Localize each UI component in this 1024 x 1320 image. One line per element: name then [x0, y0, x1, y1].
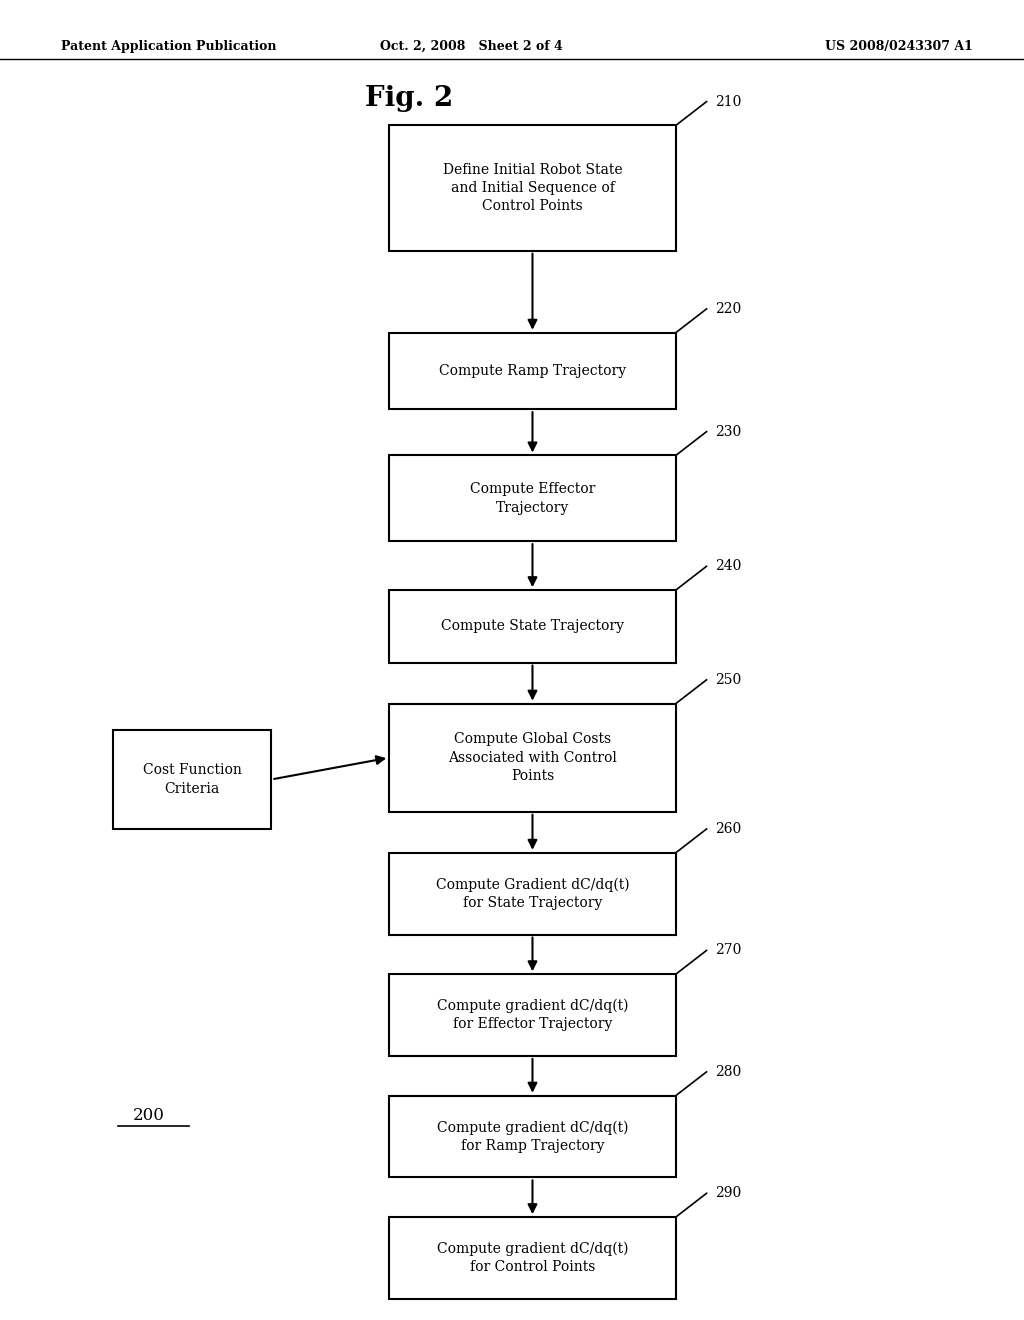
- Text: US 2008/0243307 A1: US 2008/0243307 A1: [825, 40, 973, 53]
- Text: 270: 270: [715, 944, 741, 957]
- FancyBboxPatch shape: [389, 704, 676, 812]
- Text: 260: 260: [715, 822, 741, 836]
- Text: Compute State Trajectory: Compute State Trajectory: [441, 619, 624, 634]
- FancyBboxPatch shape: [389, 333, 676, 409]
- FancyBboxPatch shape: [389, 1096, 676, 1177]
- Text: Compute Ramp Trajectory: Compute Ramp Trajectory: [439, 364, 626, 378]
- Text: 240: 240: [715, 560, 741, 573]
- Text: 250: 250: [715, 673, 741, 686]
- FancyBboxPatch shape: [389, 455, 676, 541]
- Text: 230: 230: [715, 425, 741, 438]
- Text: Fig. 2: Fig. 2: [366, 86, 454, 112]
- FancyBboxPatch shape: [389, 125, 676, 251]
- FancyBboxPatch shape: [389, 590, 676, 663]
- Text: 280: 280: [715, 1065, 741, 1078]
- FancyBboxPatch shape: [389, 974, 676, 1056]
- Text: Compute Global Costs
Associated with Control
Points: Compute Global Costs Associated with Con…: [449, 733, 616, 783]
- Text: Compute Effector
Trajectory: Compute Effector Trajectory: [470, 482, 595, 515]
- Text: Compute gradient dC/dq(t)
for Control Points: Compute gradient dC/dq(t) for Control Po…: [436, 1242, 629, 1274]
- Text: Cost Function
Criteria: Cost Function Criteria: [142, 763, 242, 796]
- Text: Oct. 2, 2008   Sheet 2 of 4: Oct. 2, 2008 Sheet 2 of 4: [380, 40, 562, 53]
- FancyBboxPatch shape: [389, 1217, 676, 1299]
- Text: Compute Gradient dC/dq(t)
for State Trajectory: Compute Gradient dC/dq(t) for State Traj…: [435, 878, 630, 909]
- Text: 200: 200: [132, 1107, 165, 1123]
- Text: Compute gradient dC/dq(t)
for Ramp Trajectory: Compute gradient dC/dq(t) for Ramp Traje…: [436, 1121, 629, 1152]
- Text: Patent Application Publication: Patent Application Publication: [61, 40, 276, 53]
- Text: Define Initial Robot State
and Initial Sequence of
Control Points: Define Initial Robot State and Initial S…: [442, 162, 623, 214]
- Text: Compute gradient dC/dq(t)
for Effector Trajectory: Compute gradient dC/dq(t) for Effector T…: [436, 999, 629, 1031]
- FancyBboxPatch shape: [113, 730, 271, 829]
- Text: 290: 290: [715, 1187, 741, 1200]
- FancyBboxPatch shape: [389, 853, 676, 935]
- Text: 220: 220: [715, 302, 741, 315]
- Text: 210: 210: [715, 95, 741, 108]
